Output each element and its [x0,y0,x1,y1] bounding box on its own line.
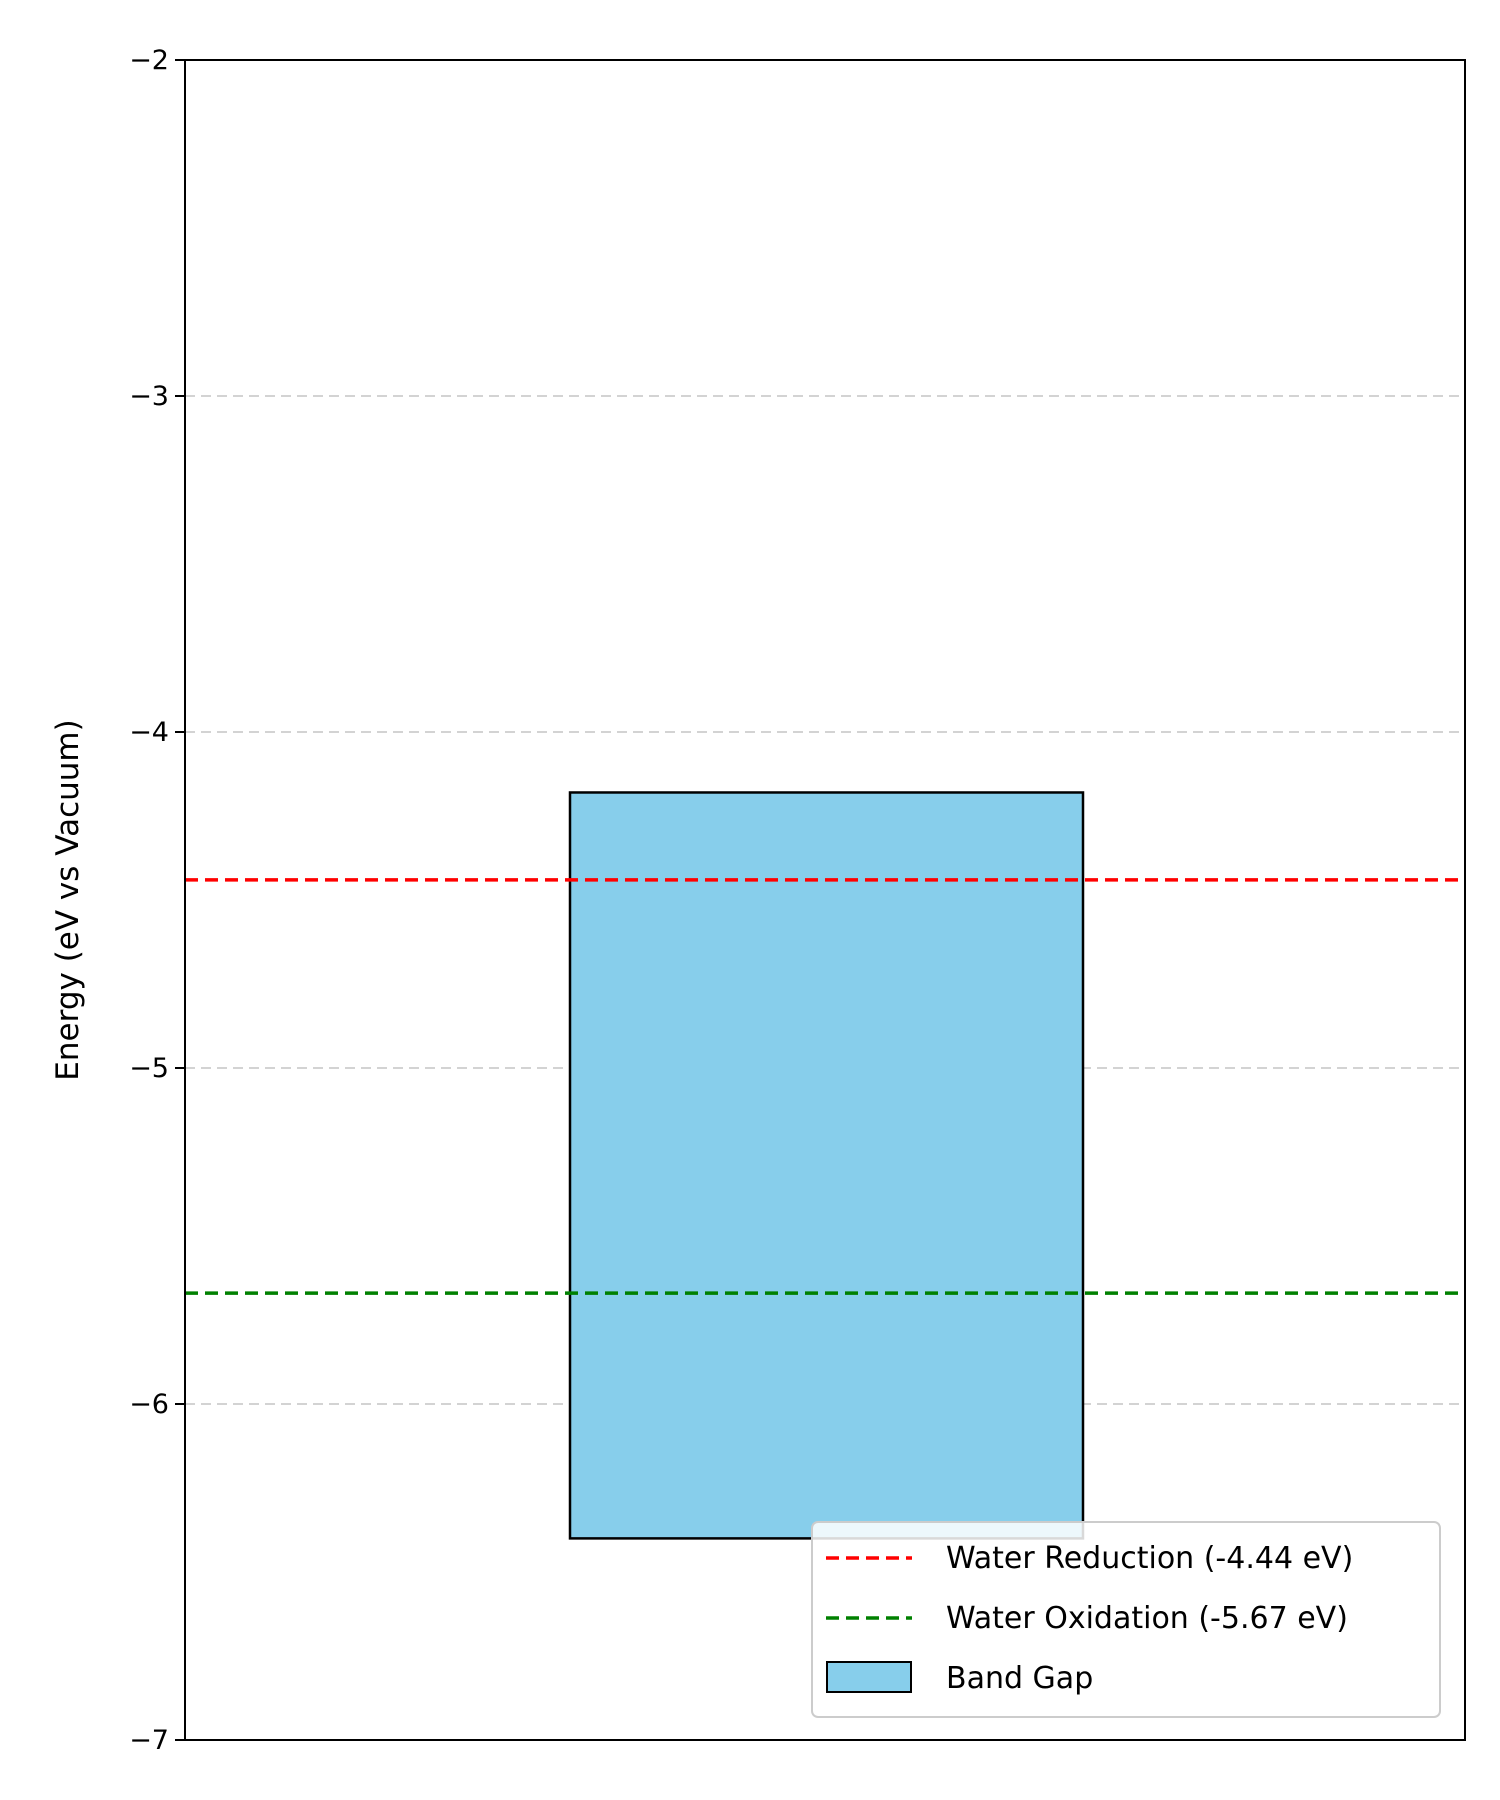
band-gap-layer [568,791,1085,1540]
legend-label-water-oxidation: Water Oxidation (-5.67 eV) [946,1601,1348,1636]
y-tick-label: −2 [129,45,169,76]
y-tick-label: −6 [129,1389,169,1420]
y-tick-label: −4 [129,717,169,748]
y-axis-title: Energy (eV vs Vacuum) [50,719,86,1080]
plot-frame [184,59,1466,1741]
legend: Water Reduction (-4.44 eV) Water Oxidati… [811,1521,1441,1718]
legend-label-band-gap: Band Gap [946,1661,1093,1696]
reference-lines-layer [185,878,1465,1295]
y-tick-label: −5 [129,1053,169,1084]
legend-swatch-band-gap [826,1661,912,1693]
y-tick-label: −3 [129,381,169,412]
y-axis-ticks: −7 −6 −5 −4 −3 −2 [129,45,185,1756]
legend-label-water-reduction: Water Reduction (-4.44 eV) [946,1541,1353,1576]
y-tick-label: −7 [129,1725,169,1756]
legend-box [811,1521,1441,1718]
band-gap-bar [568,791,1085,1540]
